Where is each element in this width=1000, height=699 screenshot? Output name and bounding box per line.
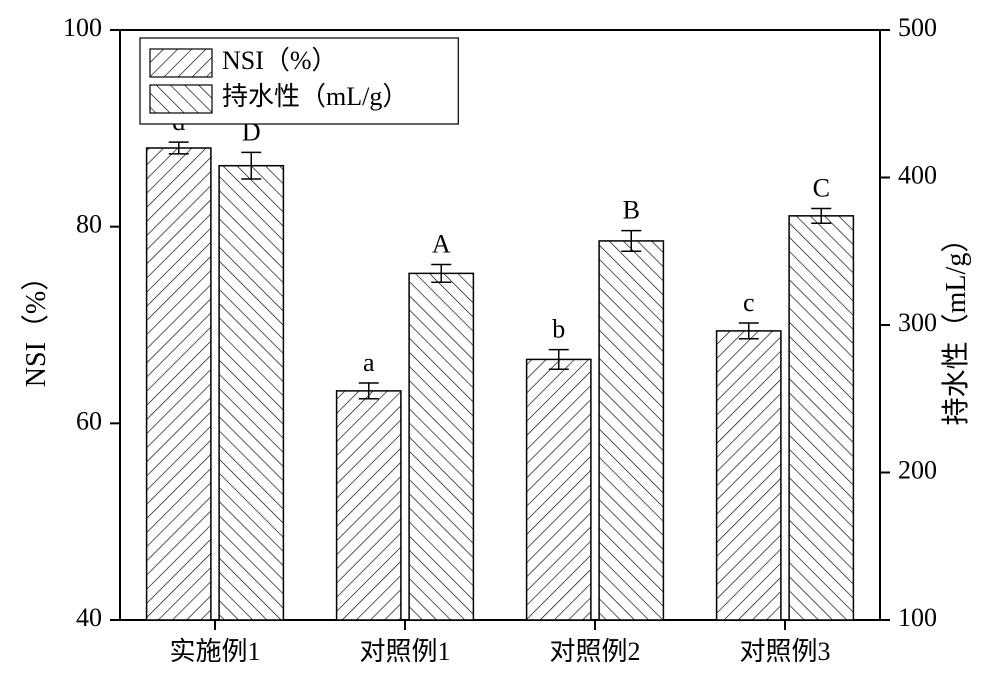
bar-sig-letter: a xyxy=(363,348,375,377)
ytick-left-label: 40 xyxy=(76,603,102,632)
ytick-right-label: 100 xyxy=(898,603,937,632)
ytick-right-label: 200 xyxy=(898,455,937,484)
ytick-right-label: 300 xyxy=(898,308,937,337)
bar-whc xyxy=(219,166,283,620)
ytick-left-label: 80 xyxy=(76,210,102,239)
xtick-label: 对照例2 xyxy=(549,637,640,666)
bar-whc xyxy=(599,241,663,620)
bar-chart: 40 60 80 100 NSI（%） 100 200 300 400 500 持水性（mL/g） 实… xyxy=(0,0,1000,699)
xtick-label: 对照例1 xyxy=(359,637,450,666)
bar-sig-letter: b xyxy=(552,315,565,344)
y-axis-right-label: 持水性（mL/g） xyxy=(940,225,972,426)
bar-sig-letter: A xyxy=(432,230,451,259)
bar-nsi xyxy=(717,331,781,620)
y-axis-left-label: NSI（%） xyxy=(20,263,52,387)
ytick-right-label: 500 xyxy=(898,13,937,42)
xtick-label: 实施例1 xyxy=(169,637,260,666)
legend-label: NSI（%） xyxy=(222,46,338,75)
bar-whc xyxy=(409,273,473,620)
bar-nsi xyxy=(527,359,591,620)
xtick-label: 对照例3 xyxy=(739,637,830,666)
legend-swatch xyxy=(150,49,212,77)
legend-swatch xyxy=(150,85,212,113)
bar-whc xyxy=(789,216,853,620)
legend-label: 持水性（mL/g） xyxy=(222,82,408,111)
bar-sig-letter: B xyxy=(623,196,640,225)
bar-nsi xyxy=(147,148,211,620)
bar-sig-letter: c xyxy=(743,288,755,317)
bar-sig-letter: C xyxy=(813,173,830,202)
bar-nsi xyxy=(337,391,401,620)
ytick-left-label: 100 xyxy=(63,13,102,42)
ytick-left-label: 60 xyxy=(76,406,102,435)
chart-container: 40 60 80 100 NSI（%） 100 200 300 400 500 持水性（mL/g） 实… xyxy=(0,0,1000,699)
ytick-right-label: 400 xyxy=(898,160,937,189)
